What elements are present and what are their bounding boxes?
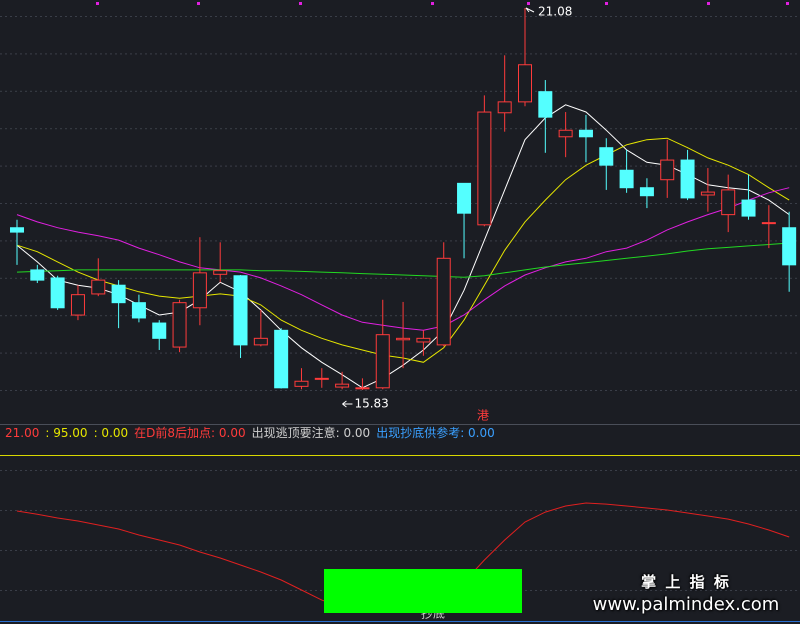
legend-text: 在D前8后加点: 0.00 (134, 426, 246, 440)
grid-pattern (0, 0, 800, 420)
candle-body (233, 275, 248, 346)
candle-body (70, 294, 85, 316)
candle-body (518, 64, 532, 103)
candle-body (457, 182, 472, 214)
high-arrow (525, 7, 535, 13)
watermark-url: www.palmindex.com (592, 594, 780, 615)
top-markers (96, 2, 789, 5)
price-panel: 21.08 15.83 港 (10, 5, 797, 423)
legend-text: 21.00 (5, 426, 40, 440)
candle-body (50, 277, 65, 309)
signal-box (324, 569, 522, 613)
legend-text: 出现抄底供参考: 0.00 (376, 426, 495, 440)
watermark: 掌 上 指 标 www.palmindex.com (584, 571, 788, 615)
candle-body (30, 269, 45, 281)
high-label: 21.08 (538, 5, 572, 19)
candle-body (761, 222, 776, 225)
candle-body (314, 377, 329, 380)
candle-body (477, 111, 492, 226)
indicator-legend: 21.00 : 95.00 : 0.00 在D前8后加点: 0.00 出现逃顶要注意: … (5, 425, 497, 441)
candle-body (294, 380, 309, 387)
candle-body (741, 199, 756, 217)
candle-body (213, 270, 228, 275)
candle-body (131, 302, 146, 319)
candle-body (639, 187, 654, 197)
candle-body (558, 129, 573, 138)
candle-body (599, 147, 614, 166)
candle-body (172, 302, 187, 348)
candle-body (253, 337, 268, 346)
legend-text: : 0.00 (93, 426, 129, 440)
candle-body (680, 159, 695, 199)
candle-body (152, 322, 167, 339)
candle-body (192, 272, 207, 309)
low-label: 15.83 (354, 396, 388, 410)
candle-body (497, 101, 512, 114)
candle-body (416, 337, 431, 343)
candle-body (355, 387, 370, 390)
candle-body (436, 257, 451, 346)
legend-text: : 95.00 (45, 426, 88, 440)
marker-text: 港 (477, 409, 489, 423)
candle-body (274, 329, 289, 389)
candle-body (660, 159, 675, 181)
candle-body (538, 91, 553, 118)
candle-body (782, 227, 797, 266)
candle-body (396, 337, 411, 341)
candle-body (619, 169, 634, 189)
candle-body (111, 284, 126, 304)
low-arrow (342, 400, 353, 408)
candle-body (10, 227, 24, 233)
ma-line (16, 242, 790, 278)
candle-body (91, 279, 106, 295)
candle-body (700, 191, 715, 196)
legend-text: 出现逃顶要注意: 0.00 (251, 426, 371, 440)
candle-body (721, 189, 736, 216)
candle-body (375, 334, 390, 389)
candle-body (578, 129, 593, 138)
watermark-title: 掌 上 指 标 (641, 573, 731, 591)
candle-body (335, 383, 350, 388)
